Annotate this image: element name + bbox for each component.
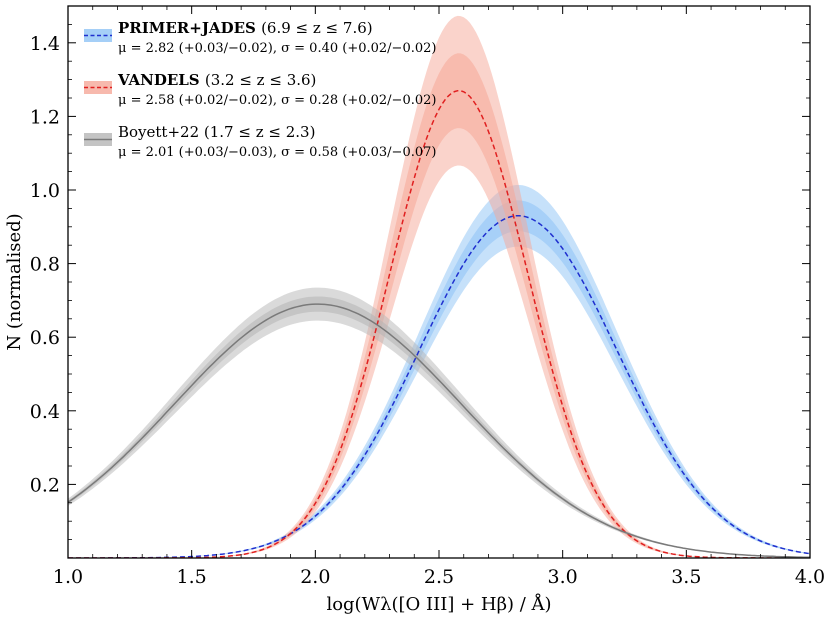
y-tick-label: 1.0	[30, 180, 60, 202]
axis-ticks: 1.0 1.5 2.0 2.5 3.0 3.5 4.0 0.2 0.4 0.6 0.8 1.0 1.2 1…	[30, 6, 825, 588]
legend: PRIMER+JADES (6.9 ≤ z ≤ 7.6) μ = 2.82 (+0…	[84, 19, 436, 160]
legend-entry-2: Boyett+22 (1.7 ≤ z ≤ 2.3)	[118, 123, 315, 141]
y-axis-label: N (normalised)	[4, 213, 25, 350]
y-tick-label: 0.2	[30, 474, 60, 496]
x-axis-label: log(Wλ([O III] + Hβ) / Å)	[326, 593, 551, 615]
legend-range-label: (3.2 ≤ z ≤ 3.6)	[205, 71, 317, 89]
legend-series-name: VANDELS	[117, 71, 205, 89]
legend-range-label: (6.9 ≤ z ≤ 7.6)	[261, 19, 373, 37]
series-line-2	[68, 303, 810, 558]
band-inner-2	[68, 296, 810, 558]
x-tick-label: 3.0	[548, 566, 578, 588]
legend-range-label: (1.7 ≤ z ≤ 2.3)	[204, 123, 316, 141]
x-tick-label: 2.0	[300, 566, 330, 588]
y-tick-label: 0.6	[30, 327, 60, 349]
uncertainty-bands	[68, 15, 810, 558]
legend-stats-1: μ = 2.58 (+0.02/−0.02), σ = 0.28 (+0.02/…	[118, 93, 436, 108]
x-tick-label: 2.5	[424, 566, 454, 588]
x-tick-label: 1.0	[53, 566, 83, 588]
legend-stats-0: μ = 2.82 (+0.03/−0.02), σ = 0.40 (+0.02/…	[118, 41, 436, 56]
y-tick-label: 1.4	[30, 33, 60, 55]
legend-series-name: Boyett+22	[118, 123, 204, 141]
x-tick-label: 1.5	[177, 566, 207, 588]
x-tick-label: 3.5	[671, 566, 701, 588]
legend-entry-0: PRIMER+JADES (6.9 ≤ z ≤ 7.6)	[118, 19, 373, 37]
y-tick-label: 0.8	[30, 254, 60, 276]
legend-stats-2: μ = 2.01 (+0.03/−0.03), σ = 0.58 (+0.03/…	[118, 145, 436, 160]
y-tick-label: 0.4	[30, 401, 60, 423]
legend-entry-1: VANDELS (3.2 ≤ z ≤ 3.6)	[117, 71, 316, 89]
y-tick-label: 1.2	[30, 106, 60, 128]
x-tick-label: 4.0	[795, 566, 825, 588]
legend-series-name: PRIMER+JADES	[118, 19, 261, 37]
